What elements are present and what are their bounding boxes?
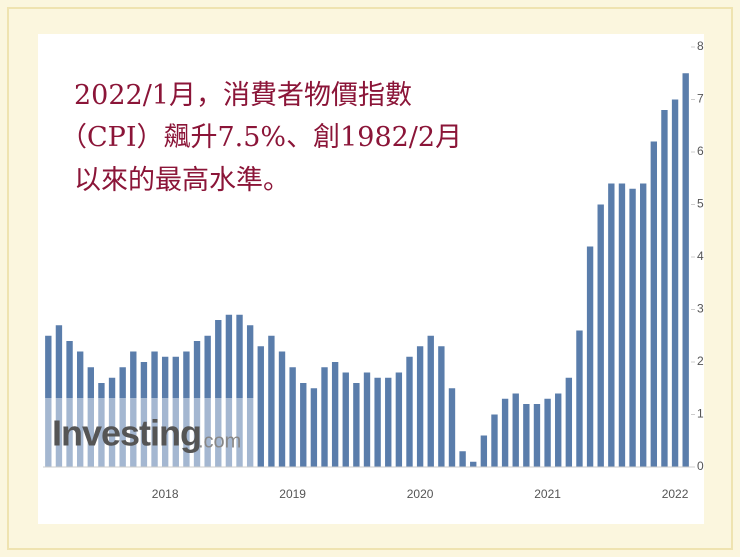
bar [353,383,360,467]
bar [87,367,94,467]
bar [480,435,488,467]
y-tick-label: 2 [697,354,704,368]
bar [586,246,594,467]
y-tick-label: 6 [697,144,704,158]
x-tick-label: 2021 [534,487,561,501]
bar [268,335,275,467]
bar [225,314,233,467]
y-tick-label: 7 [697,92,704,106]
bar [512,393,519,467]
bar [576,330,583,467]
bar [395,372,403,467]
bar [321,367,328,467]
bar [130,351,137,467]
bar [140,362,148,467]
bar [385,377,392,467]
bar [523,404,530,467]
bar [76,351,84,467]
watermark: Investing [52,413,201,454]
bar [406,356,413,467]
bar [363,372,371,467]
x-tick-label: 2022 [662,487,689,501]
bar [236,314,243,467]
x-tick-label: 2019 [279,487,306,501]
bar [193,341,201,467]
bars [45,73,689,467]
chart-title: 以來的最高水準。 [74,165,290,196]
bar [204,335,211,467]
x-tick-label: 2020 [407,487,434,501]
bar [108,377,116,467]
chart-title: 2022/1月，消費者物價指數 [74,80,412,111]
bar [533,404,541,467]
bar [650,141,658,467]
bar [565,377,573,467]
bar [300,383,307,467]
y-tick-label: 4 [697,249,704,263]
bar [98,383,105,467]
watermark: .com [198,430,241,452]
y-tick-label: 1 [697,407,704,421]
frame [7,7,733,550]
bar [342,372,349,467]
bar [331,362,339,467]
bar [608,183,615,467]
bar [55,325,63,467]
bar [555,393,562,467]
bar [671,99,679,467]
bar [161,356,169,467]
bar [597,204,604,467]
bar [491,414,498,467]
bar [374,377,381,467]
bar [257,346,264,467]
bar [45,335,52,467]
bar [172,356,179,467]
bar [629,188,636,467]
bar [246,325,254,467]
y-tick-label: 3 [697,302,704,316]
bar [119,367,126,467]
bar [416,346,424,467]
bar [183,351,190,467]
bar [438,346,445,467]
y-tick-label: 5 [697,197,704,211]
y-tick-label: 8 [697,39,704,53]
x-tick-label: 2018 [152,487,179,501]
watermark-box [44,398,256,467]
y-tick-label: 0 [697,459,704,473]
bar [640,183,647,467]
bar [682,73,689,467]
bar [459,451,466,467]
bar [661,110,668,467]
bar [289,367,296,467]
bar [427,335,434,467]
bar [618,183,626,467]
bar [278,351,286,467]
bar [470,461,477,467]
bar [501,398,509,467]
bar [215,320,222,467]
chart-title: （CPI）飆升7.5%、創1982/2月 [60,122,462,153]
bar [310,388,318,467]
bar [151,351,158,467]
bar [544,398,551,467]
bar [66,341,73,467]
bar [448,388,456,467]
